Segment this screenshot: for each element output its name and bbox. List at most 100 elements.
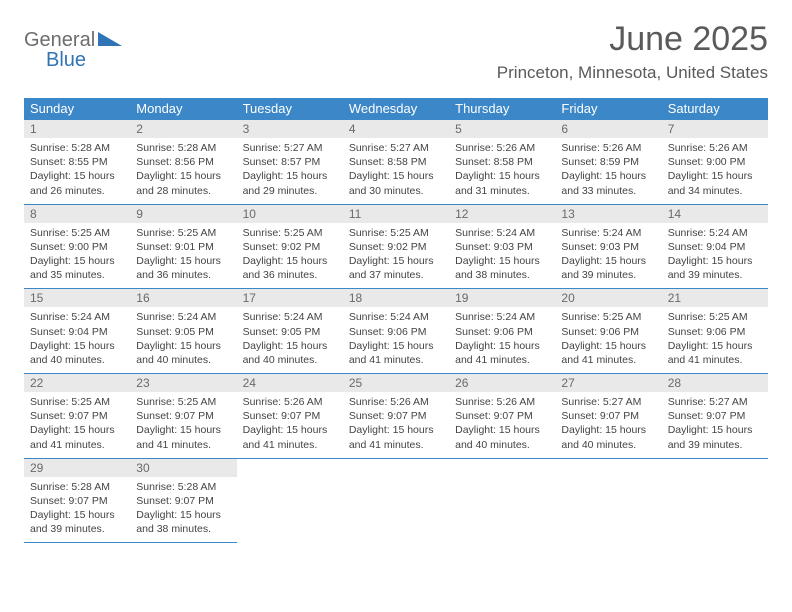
day-number: 20 xyxy=(555,289,661,307)
day-of-week-header: Thursday xyxy=(449,98,555,120)
daylight-line: Daylight: 15 hours and 39 minutes. xyxy=(668,254,762,282)
day-of-week-header: Tuesday xyxy=(237,98,343,120)
day-number: 2 xyxy=(130,120,236,138)
empty-day-body xyxy=(449,477,555,541)
sunrise-line: Sunrise: 5:26 AM xyxy=(455,395,549,409)
sunrise-line: Sunrise: 5:26 AM xyxy=(561,141,655,155)
daylight-line: Daylight: 15 hours and 33 minutes. xyxy=(561,169,655,197)
sunset-line: Sunset: 9:06 PM xyxy=(349,325,443,339)
sunrise-line: Sunrise: 5:25 AM xyxy=(30,226,124,240)
calendar-day-cell: 13Sunrise: 5:24 AMSunset: 9:03 PMDayligh… xyxy=(555,204,661,289)
sunrise-line: Sunrise: 5:24 AM xyxy=(455,310,549,324)
sunrise-line: Sunrise: 5:27 AM xyxy=(243,141,337,155)
sunset-line: Sunset: 9:05 PM xyxy=(136,325,230,339)
calendar-week-row: 15Sunrise: 5:24 AMSunset: 9:04 PMDayligh… xyxy=(24,289,768,374)
day-body: Sunrise: 5:27 AMSunset: 8:58 PMDaylight:… xyxy=(343,138,449,204)
day-of-week-header: Wednesday xyxy=(343,98,449,120)
day-of-week-header: Monday xyxy=(130,98,236,120)
day-number: 9 xyxy=(130,205,236,223)
calendar-day-cell: 12Sunrise: 5:24 AMSunset: 9:03 PMDayligh… xyxy=(449,204,555,289)
day-body: Sunrise: 5:25 AMSunset: 9:06 PMDaylight:… xyxy=(662,307,768,373)
daylight-line: Daylight: 15 hours and 38 minutes. xyxy=(136,508,230,536)
sunset-line: Sunset: 9:00 PM xyxy=(30,240,124,254)
day-number: 5 xyxy=(449,120,555,138)
calendar-day-cell: 26Sunrise: 5:26 AMSunset: 9:07 PMDayligh… xyxy=(449,374,555,459)
sunset-line: Sunset: 9:03 PM xyxy=(455,240,549,254)
day-number: 24 xyxy=(237,374,343,392)
empty-day-number xyxy=(237,459,343,477)
sunrise-line: Sunrise: 5:26 AM xyxy=(349,395,443,409)
logo-word2: Blue xyxy=(46,49,86,70)
daylight-line: Daylight: 15 hours and 26 minutes. xyxy=(30,169,124,197)
day-body: Sunrise: 5:25 AMSunset: 9:06 PMDaylight:… xyxy=(555,307,661,373)
daylight-line: Daylight: 15 hours and 41 minutes. xyxy=(30,423,124,451)
day-number: 29 xyxy=(24,459,130,477)
daylight-line: Daylight: 15 hours and 40 minutes. xyxy=(243,339,337,367)
calendar-empty-cell xyxy=(555,458,661,543)
daylight-line: Daylight: 15 hours and 41 minutes. xyxy=(561,339,655,367)
calendar-day-cell: 25Sunrise: 5:26 AMSunset: 9:07 PMDayligh… xyxy=(343,374,449,459)
sunset-line: Sunset: 9:06 PM xyxy=(561,325,655,339)
calendar-day-cell: 28Sunrise: 5:27 AMSunset: 9:07 PMDayligh… xyxy=(662,374,768,459)
calendar-day-cell: 23Sunrise: 5:25 AMSunset: 9:07 PMDayligh… xyxy=(130,374,236,459)
sunrise-line: Sunrise: 5:27 AM xyxy=(668,395,762,409)
sunset-line: Sunset: 9:03 PM xyxy=(561,240,655,254)
calendar-empty-cell xyxy=(343,458,449,543)
day-of-week-header: Friday xyxy=(555,98,661,120)
sunrise-line: Sunrise: 5:24 AM xyxy=(30,310,124,324)
calendar-day-cell: 16Sunrise: 5:24 AMSunset: 9:05 PMDayligh… xyxy=(130,289,236,374)
day-body: Sunrise: 5:24 AMSunset: 9:06 PMDaylight:… xyxy=(343,307,449,373)
sunset-line: Sunset: 9:06 PM xyxy=(668,325,762,339)
day-number: 26 xyxy=(449,374,555,392)
daylight-line: Daylight: 15 hours and 40 minutes. xyxy=(136,339,230,367)
daylight-line: Daylight: 15 hours and 41 minutes. xyxy=(243,423,337,451)
day-body: Sunrise: 5:26 AMSunset: 8:59 PMDaylight:… xyxy=(555,138,661,204)
day-body: Sunrise: 5:27 AMSunset: 8:57 PMDaylight:… xyxy=(237,138,343,204)
day-number: 14 xyxy=(662,205,768,223)
day-body: Sunrise: 5:25 AMSunset: 9:02 PMDaylight:… xyxy=(343,223,449,289)
day-number: 3 xyxy=(237,120,343,138)
day-number: 28 xyxy=(662,374,768,392)
sunset-line: Sunset: 8:58 PM xyxy=(455,155,549,169)
calendar-day-cell: 8Sunrise: 5:25 AMSunset: 9:00 PMDaylight… xyxy=(24,204,130,289)
calendar-body: 1Sunrise: 5:28 AMSunset: 8:55 PMDaylight… xyxy=(24,120,768,543)
calendar-day-cell: 14Sunrise: 5:24 AMSunset: 9:04 PMDayligh… xyxy=(662,204,768,289)
calendar-day-cell: 22Sunrise: 5:25 AMSunset: 9:07 PMDayligh… xyxy=(24,374,130,459)
day-number: 4 xyxy=(343,120,449,138)
calendar-day-cell: 1Sunrise: 5:28 AMSunset: 8:55 PMDaylight… xyxy=(24,120,130,205)
sunrise-line: Sunrise: 5:24 AM xyxy=(243,310,337,324)
days-of-week-row: SundayMondayTuesdayWednesdayThursdayFrid… xyxy=(24,98,768,120)
sunset-line: Sunset: 9:07 PM xyxy=(136,409,230,423)
daylight-line: Daylight: 15 hours and 40 minutes. xyxy=(455,423,549,451)
day-body: Sunrise: 5:25 AMSunset: 9:07 PMDaylight:… xyxy=(24,392,130,458)
day-body: Sunrise: 5:24 AMSunset: 9:04 PMDaylight:… xyxy=(24,307,130,373)
daylight-line: Daylight: 15 hours and 36 minutes. xyxy=(136,254,230,282)
sunrise-line: Sunrise: 5:24 AM xyxy=(668,226,762,240)
calendar-week-row: 22Sunrise: 5:25 AMSunset: 9:07 PMDayligh… xyxy=(24,374,768,459)
sunset-line: Sunset: 9:07 PM xyxy=(243,409,337,423)
sunrise-line: Sunrise: 5:24 AM xyxy=(455,226,549,240)
day-body: Sunrise: 5:24 AMSunset: 9:05 PMDaylight:… xyxy=(130,307,236,373)
day-body: Sunrise: 5:26 AMSunset: 8:58 PMDaylight:… xyxy=(449,138,555,204)
calendar-table: SundayMondayTuesdayWednesdayThursdayFrid… xyxy=(24,98,768,543)
day-body: Sunrise: 5:26 AMSunset: 9:07 PMDaylight:… xyxy=(237,392,343,458)
logo-triangle-icon xyxy=(98,32,122,46)
day-body: Sunrise: 5:26 AMSunset: 9:00 PMDaylight:… xyxy=(662,138,768,204)
sunset-line: Sunset: 9:07 PM xyxy=(136,494,230,508)
daylight-line: Daylight: 15 hours and 35 minutes. xyxy=(30,254,124,282)
day-body: Sunrise: 5:26 AMSunset: 9:07 PMDaylight:… xyxy=(449,392,555,458)
day-number: 21 xyxy=(662,289,768,307)
sunrise-line: Sunrise: 5:27 AM xyxy=(349,141,443,155)
daylight-line: Daylight: 15 hours and 40 minutes. xyxy=(561,423,655,451)
calendar-day-cell: 20Sunrise: 5:25 AMSunset: 9:06 PMDayligh… xyxy=(555,289,661,374)
location-subtitle: Princeton, Minnesota, United States xyxy=(497,63,768,83)
daylight-line: Daylight: 15 hours and 29 minutes. xyxy=(243,169,337,197)
day-number: 17 xyxy=(237,289,343,307)
day-body: Sunrise: 5:24 AMSunset: 9:03 PMDaylight:… xyxy=(555,223,661,289)
calendar-day-cell: 19Sunrise: 5:24 AMSunset: 9:06 PMDayligh… xyxy=(449,289,555,374)
sunset-line: Sunset: 8:56 PM xyxy=(136,155,230,169)
sunrise-line: Sunrise: 5:26 AM xyxy=(455,141,549,155)
calendar-day-cell: 17Sunrise: 5:24 AMSunset: 9:05 PMDayligh… xyxy=(237,289,343,374)
daylight-line: Daylight: 15 hours and 36 minutes. xyxy=(243,254,337,282)
calendar-day-cell: 30Sunrise: 5:28 AMSunset: 9:07 PMDayligh… xyxy=(130,458,236,543)
